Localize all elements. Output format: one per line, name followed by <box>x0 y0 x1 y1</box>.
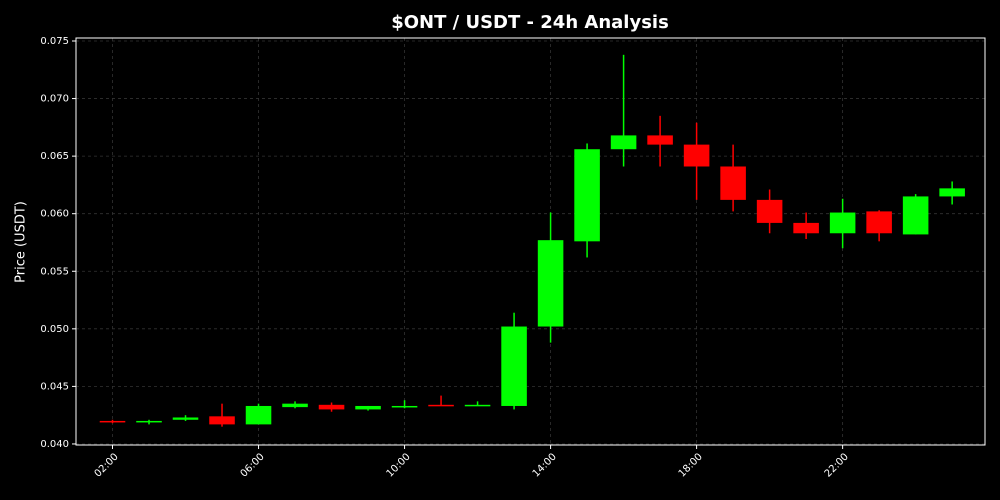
y-tick-label: 0.070 <box>40 94 69 105</box>
candle-body <box>610 135 637 150</box>
candle-body <box>355 405 381 410</box>
y-tick-label: 0.065 <box>40 151 69 162</box>
x-tick-label: 18:00 <box>677 451 705 479</box>
candle-body <box>537 240 564 327</box>
candle-body <box>574 149 600 242</box>
candle-body <box>866 211 892 234</box>
plot-frame <box>75 37 986 446</box>
y-tick-label: 0.060 <box>40 209 69 220</box>
candle-body <box>99 420 126 423</box>
candle-body <box>720 166 746 200</box>
y-tick-label: 0.075 <box>40 36 69 47</box>
candle-body <box>501 326 527 406</box>
candle-body <box>136 420 162 423</box>
candle-body <box>209 416 235 425</box>
x-tick-label: 14:00 <box>531 451 559 479</box>
candle-body <box>683 144 710 167</box>
candle-body <box>793 222 819 234</box>
candle-body <box>902 196 929 235</box>
chart-title: $ONT / USDT - 24h Analysis <box>391 12 669 33</box>
candle-body <box>391 405 418 408</box>
candle-body <box>464 404 491 407</box>
candle-body <box>829 212 856 234</box>
candle-body <box>756 199 783 223</box>
x-tick-label: 22:00 <box>823 451 851 479</box>
y-tick-label: 0.050 <box>40 324 69 335</box>
y-tick-label: 0.045 <box>40 381 69 392</box>
candle-body <box>318 404 345 410</box>
y-axis-label: Price (USDT) <box>14 201 29 283</box>
candle-body <box>647 135 673 145</box>
x-tick-label: 02:00 <box>93 451 121 479</box>
candle-body <box>282 403 308 408</box>
candle-body <box>245 405 272 425</box>
y-tick-label: 0.055 <box>40 266 69 277</box>
y-tick-label: 0.040 <box>40 439 69 450</box>
x-tick-label: 10:00 <box>385 451 413 479</box>
x-tick-label: 06:00 <box>239 451 267 479</box>
candle-body <box>939 188 965 197</box>
candle-body <box>172 417 199 420</box>
candle-body <box>428 404 454 407</box>
